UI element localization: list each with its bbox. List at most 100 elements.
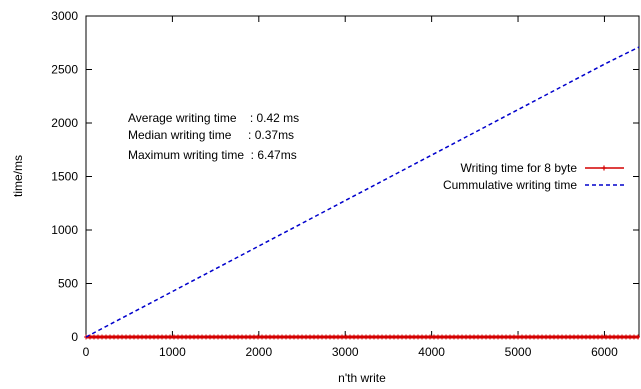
writing-time-marker [360, 334, 364, 340]
writing-time-marker [352, 334, 356, 340]
writing-time-marker [268, 334, 272, 340]
y-axis-title: time/ms [11, 155, 25, 197]
writing-time-marker [292, 334, 296, 340]
writing-time-marker [376, 334, 380, 340]
x-tick-label: 1000 [159, 345, 186, 359]
writing-time-marker [156, 334, 160, 340]
x-axis-title: n'th write [338, 371, 386, 385]
writing-time-marker [488, 334, 492, 340]
writing-time-marker [284, 334, 288, 340]
writing-time-marker [604, 334, 608, 340]
y-tick-label: 3000 [51, 9, 78, 23]
x-tick-label: 4000 [418, 345, 445, 359]
writing-time-marker [572, 334, 576, 340]
legend-label-writing-time: Writing time for 8 byte [461, 161, 578, 175]
series-writing-time [84, 334, 640, 340]
writing-time-marker [588, 334, 592, 340]
legend: Writing time for 8 byte Cummulative writ… [443, 161, 624, 192]
writing-time-marker [340, 334, 344, 340]
writing-time-marker [368, 334, 372, 340]
writing-time-marker [468, 334, 472, 340]
y-tick-label: 500 [58, 277, 78, 291]
annotation-maximum: Maximum writing time : 6.47ms [128, 148, 297, 162]
writing-time-marker [592, 334, 596, 340]
writing-time-marker [216, 334, 220, 340]
writing-time-marker [364, 334, 368, 340]
y-tick-label: 1000 [51, 223, 78, 237]
series-cumulative [85, 46, 640, 338]
series-layer [84, 46, 640, 340]
writing-time-marker [540, 334, 544, 340]
y-axis: 0 500 1000 1500 2000 2500 3000 [51, 9, 639, 344]
writing-time-marker [276, 334, 280, 340]
writing-time-marker [112, 334, 116, 340]
writing-time-marker [264, 334, 268, 340]
x-tick-label: 6000 [591, 345, 618, 359]
writing-time-marker [116, 334, 120, 340]
writing-time-marker [296, 334, 300, 340]
writing-time-marker [184, 334, 188, 340]
plot-frame [85, 15, 640, 338]
writing-time-marker [416, 334, 420, 340]
writing-time-marker [624, 334, 628, 340]
writing-time-marker [260, 334, 264, 340]
writing-time-marker [452, 334, 456, 340]
writing-time-marker [328, 334, 332, 340]
writing-time-marker [616, 334, 620, 340]
writing-time-marker [336, 334, 340, 340]
writing-time-marker [148, 334, 152, 340]
writing-time-marker [608, 334, 612, 340]
writing-time-marker [272, 334, 276, 340]
writing-time-marker [128, 334, 132, 340]
writing-time-marker [196, 334, 200, 340]
writing-time-marker [440, 334, 444, 340]
x-tick-label: 5000 [505, 345, 532, 359]
writing-time-marker [312, 334, 316, 340]
writing-time-marker [504, 334, 508, 340]
y-tick-label: 2000 [51, 116, 78, 130]
writing-time-marker [316, 334, 320, 340]
legend-marker-writing-time [601, 165, 607, 171]
writing-time-marker [320, 334, 324, 340]
writing-time-marker [388, 334, 392, 340]
writing-time-marker [204, 334, 208, 340]
writing-time-marker [176, 334, 180, 340]
writing-time-marker [88, 334, 92, 340]
writing-time-marker [120, 334, 124, 340]
writing-time-marker [152, 334, 156, 340]
writing-time-marker [528, 334, 532, 340]
writing-time-marker [564, 334, 568, 340]
writing-time-marker [160, 334, 164, 340]
cumulative-line [85, 46, 640, 338]
writing-time-marker [600, 334, 604, 340]
writing-time-marker [532, 334, 536, 340]
writing-time-marker [568, 334, 572, 340]
writing-time-marker [240, 334, 244, 340]
y-tick-label: 1500 [51, 170, 78, 184]
writing-time-marker [508, 334, 512, 340]
writing-time-marker [208, 334, 212, 340]
writing-time-marker [448, 334, 452, 340]
legend-label-cumulative: Cummulative writing time [443, 178, 577, 192]
writing-time-marker [560, 334, 564, 340]
writing-time-marker [344, 334, 348, 340]
writing-time-marker [288, 334, 292, 340]
writing-time-marker [400, 334, 404, 340]
writing-time-marker [492, 334, 496, 340]
writing-time-marker [480, 334, 484, 340]
writing-time-marker [356, 334, 360, 340]
writing-time-marker [424, 334, 428, 340]
writing-time-marker [104, 334, 108, 340]
writing-time-marker [232, 334, 236, 340]
writing-time-marker [348, 334, 352, 340]
writing-time-marker [444, 334, 448, 340]
writing-time-marker [124, 334, 128, 340]
x-tick-label: 3000 [332, 345, 359, 359]
writing-time-marker [596, 334, 600, 340]
writing-time-marker [620, 334, 624, 340]
writing-time-marker [412, 334, 416, 340]
writing-time-marker [332, 334, 336, 340]
writing-time-marker [584, 334, 588, 340]
writing-time-marker [220, 334, 224, 340]
